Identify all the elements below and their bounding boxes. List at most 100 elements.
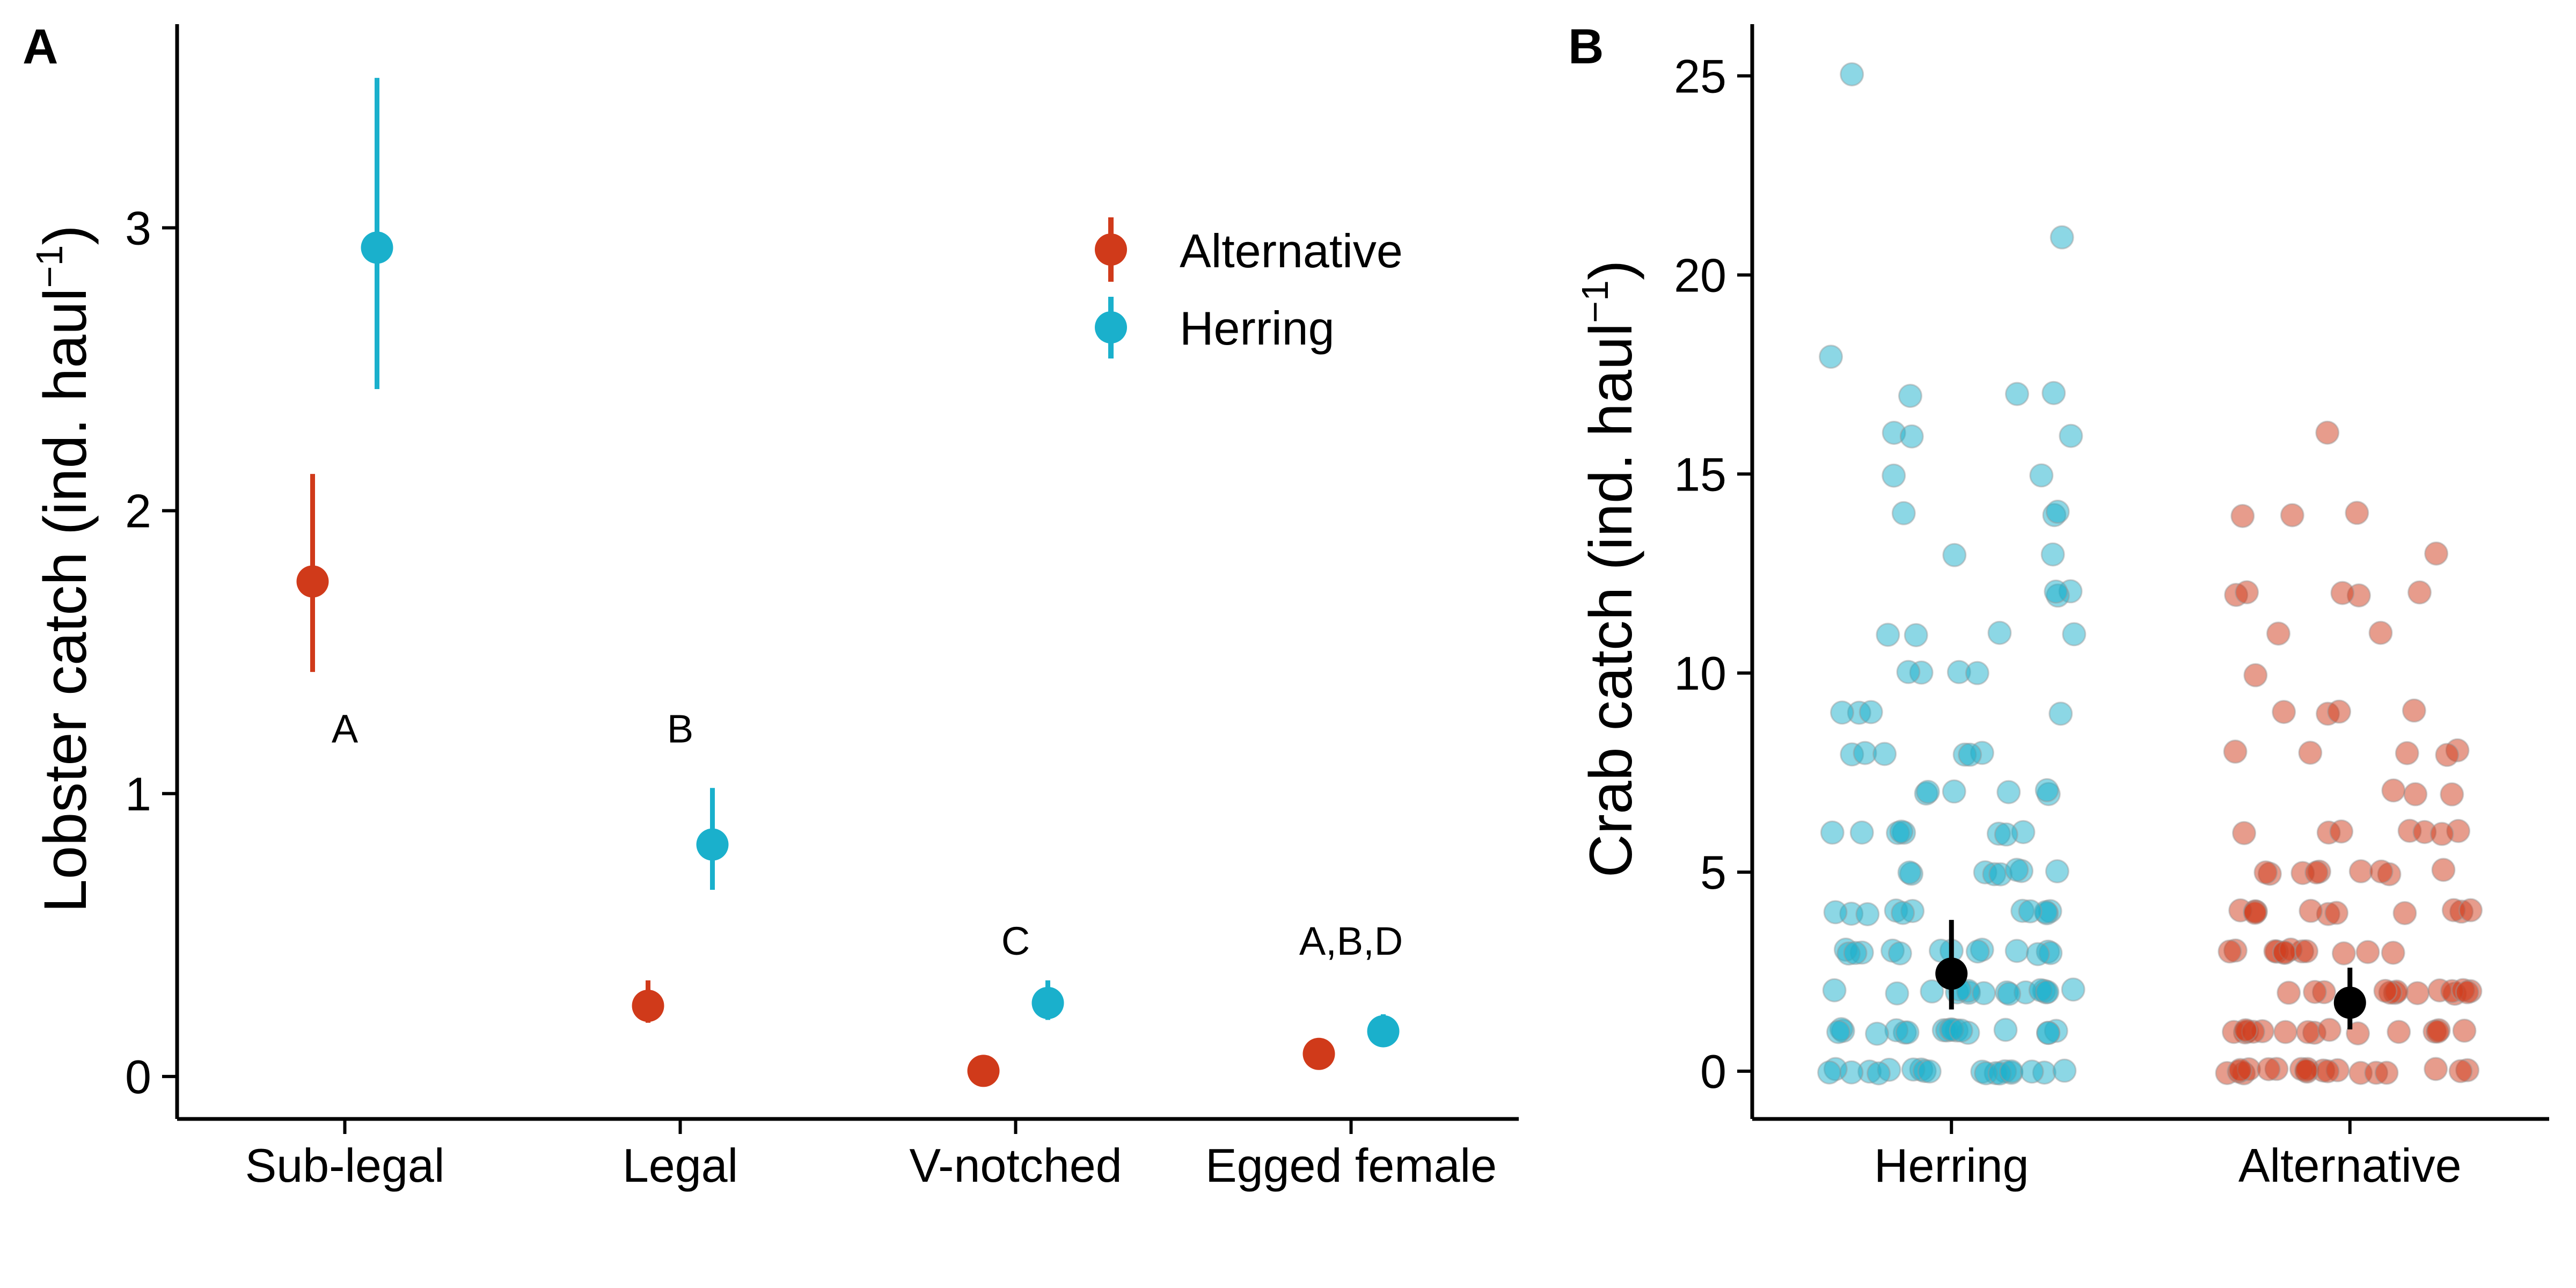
raw-point-herring	[1849, 820, 1874, 845]
raw-point-herring	[1872, 742, 1897, 766]
raw-point-alternative	[2317, 1018, 2342, 1042]
point-herring-egged-female	[1367, 1015, 1400, 1048]
raw-point-herring	[2045, 500, 2070, 524]
raw-point-alternative	[2435, 743, 2460, 767]
raw-point-alternative	[2277, 980, 2301, 1005]
panel-a-x-tick-label-egged-female: Egged female	[1205, 1139, 1497, 1192]
panel-a-y-tick-label: 3	[125, 202, 151, 255]
raw-point-alternative	[2405, 981, 2430, 1006]
point-alternative-legal	[632, 990, 664, 1022]
raw-point-herring	[1889, 819, 1914, 844]
raw-point-herring	[2004, 858, 2029, 882]
raw-point-herring	[1823, 900, 1848, 925]
panel-a-x-tick-label-v-notched: V-notched	[909, 1139, 1122, 1192]
panel-a: A Lobster catch (ind. haul−1) 0 1 2 3 Sub-le…	[23, 19, 1519, 1192]
raw-point-alternative	[2381, 778, 2406, 803]
raw-point-herring	[1882, 463, 1906, 488]
significance-label-legal: B	[667, 707, 693, 751]
raw-point-alternative	[2235, 580, 2259, 605]
raw-point-herring	[1897, 860, 1922, 885]
raw-point-herring	[2045, 859, 2069, 884]
raw-point-alternative	[2233, 1018, 2258, 1043]
raw-point-alternative	[2324, 901, 2349, 925]
raw-point-alternative	[2402, 698, 2426, 723]
panel-b-x-tick-label-herring: Herring	[1874, 1139, 2029, 1192]
raw-point-alternative	[2243, 901, 2267, 925]
panel-a-x-tick-label-sub-legal: Sub-legal	[245, 1139, 445, 1192]
raw-point-herring	[2004, 939, 2029, 963]
raw-point-alternative	[2425, 1019, 2450, 1044]
panel-a-marks: A B C A,B,D	[296, 78, 1403, 1087]
raw-point-herring	[2019, 1059, 2044, 1084]
raw-point-alternative	[2392, 901, 2417, 925]
raw-point-herring	[2048, 701, 2073, 726]
raw-point-herring	[2059, 423, 2083, 448]
raw-point-alternative	[2368, 620, 2393, 645]
raw-point-herring	[2061, 977, 2085, 1002]
raw-point-alternative	[2395, 741, 2419, 765]
raw-point-herring	[2035, 778, 2059, 802]
raw-point-herring	[1997, 982, 2022, 1006]
panel-a-label: A	[23, 19, 58, 74]
raw-point-alternative	[2294, 939, 2319, 964]
raw-point-alternative	[2302, 979, 2327, 1004]
raw-point-alternative	[2230, 503, 2255, 528]
raw-point-herring	[1820, 820, 1845, 845]
raw-point-alternative	[2232, 821, 2257, 845]
raw-point-herring	[1876, 623, 1900, 647]
raw-point-herring	[2050, 225, 2074, 250]
panel-b-x-tick-label-alternative: Alternative	[2238, 1139, 2462, 1192]
raw-point-herring	[2035, 979, 2060, 1004]
raw-point-herring	[1917, 1059, 1942, 1084]
raw-point-herring	[1920, 979, 1944, 1004]
raw-point-herring	[1958, 742, 1982, 767]
point-herring-sub-legal	[361, 231, 393, 264]
raw-point-alternative	[2448, 1059, 2473, 1084]
raw-point-herring	[1891, 901, 1915, 925]
raw-point-herring	[1965, 661, 1989, 685]
raw-point-alternative	[2266, 621, 2290, 646]
raw-point-herring	[1899, 424, 1924, 449]
point-alternative-egged-female	[1302, 1037, 1335, 1070]
mean-point-herring	[1935, 957, 1968, 990]
panel-a-y-tick-label: 1	[125, 767, 151, 821]
raw-point-herring	[1896, 660, 1921, 684]
raw-point-herring	[2062, 622, 2087, 647]
raw-point-alternative	[2381, 940, 2405, 965]
raw-point-alternative	[2272, 940, 2297, 965]
raw-point-herring	[1830, 700, 1855, 725]
raw-point-alternative	[2228, 1058, 2252, 1082]
panel-a-x-tick-label-legal: Legal	[623, 1139, 738, 1192]
raw-point-alternative	[2223, 740, 2248, 764]
raw-point-alternative	[2387, 1020, 2411, 1044]
raw-point-alternative	[2315, 420, 2340, 445]
panel-a-legend: Alternative Herring	[1095, 217, 1403, 358]
raw-point-alternative	[2369, 859, 2394, 884]
raw-point-alternative	[2272, 700, 2296, 724]
raw-point-alternative	[2348, 859, 2373, 884]
raw-point-herring	[2036, 1021, 2061, 1045]
raw-point-alternative	[2440, 782, 2464, 807]
legend-key-alternative-point	[1095, 233, 1127, 266]
point-herring-legal	[696, 828, 729, 861]
point-alternative-sub-legal	[296, 565, 329, 598]
raw-point-alternative	[2331, 941, 2356, 965]
significance-label-egged-female: A,B,D	[1299, 919, 1403, 963]
raw-point-herring	[1994, 822, 2018, 847]
raw-point-alternative	[2345, 501, 2369, 525]
legend-key-herring-point	[1095, 311, 1127, 343]
panel-b-y-tick-label: 10	[1674, 647, 1726, 700]
raw-point-herring	[1885, 981, 1909, 1006]
mean-point-alternative	[2333, 986, 2366, 1019]
raw-point-alternative	[2330, 581, 2355, 605]
panel-a-y-tick-label: 2	[125, 485, 151, 538]
raw-point-alternative	[2403, 782, 2428, 807]
raw-point-alternative	[2218, 939, 2242, 964]
raw-point-herring	[1891, 501, 1916, 525]
raw-point-alternative	[2253, 860, 2278, 885]
raw-point-alternative	[2373, 978, 2398, 1003]
raw-point-herring	[1858, 700, 1883, 724]
panel-b-y-axis-title: Crab catch (ind. haul−1)	[1574, 260, 1644, 878]
raw-point-herring	[1972, 981, 1996, 1006]
